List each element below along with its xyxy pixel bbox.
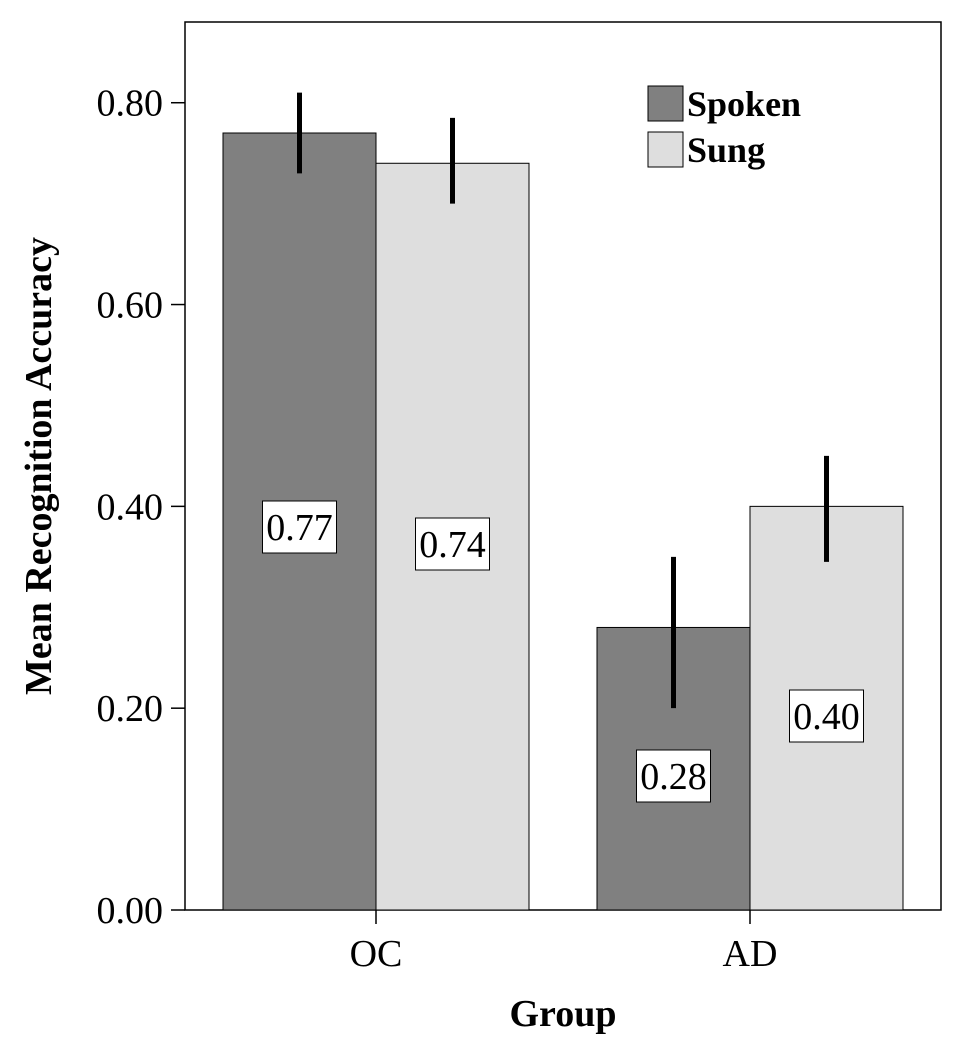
data-label-sung-ad: 0.40	[793, 696, 860, 738]
y-tick-label: 0.80	[97, 83, 164, 125]
data-labels-layer: 0.77 0.28 0.74 0.40	[262, 500, 864, 803]
data-label-box-spoken-oc	[262, 500, 337, 554]
data-label-box-spoken-ad	[636, 749, 711, 803]
data-label-spoken-oc: 0.77	[266, 507, 333, 549]
legend-label-sung: Sung	[687, 130, 765, 170]
legend-swatch-spoken	[647, 85, 684, 122]
y-tick-label: 0.40	[97, 486, 164, 528]
legend-label-spoken: Spoken	[687, 84, 801, 124]
legend: Spoken Sung	[647, 84, 801, 170]
y-tick-label: 0.20	[97, 688, 164, 730]
y-axis-title: Mean Recognition Accuracy	[18, 237, 60, 695]
error-bars-layer	[297, 92, 829, 709]
y-tick-label: 0.60	[97, 285, 164, 327]
x-tick-label: OC	[350, 933, 403, 975]
legend-swatch-sung	[647, 131, 684, 168]
axes-layer: 0.00 0.20 0.40 0.60 0.80 OC AD Group Mean Recogn…	[18, 83, 777, 1035]
x-tick-label: AD	[723, 933, 778, 975]
data-label-spoken-ad: 0.28	[640, 756, 707, 798]
data-label-box-sung-oc	[415, 517, 490, 571]
x-axis-title: Group	[509, 993, 616, 1035]
y-tick-label: 0.00	[97, 890, 164, 932]
data-label-box-sung-ad	[789, 689, 864, 743]
data-label-sung-oc: 0.74	[419, 524, 486, 566]
